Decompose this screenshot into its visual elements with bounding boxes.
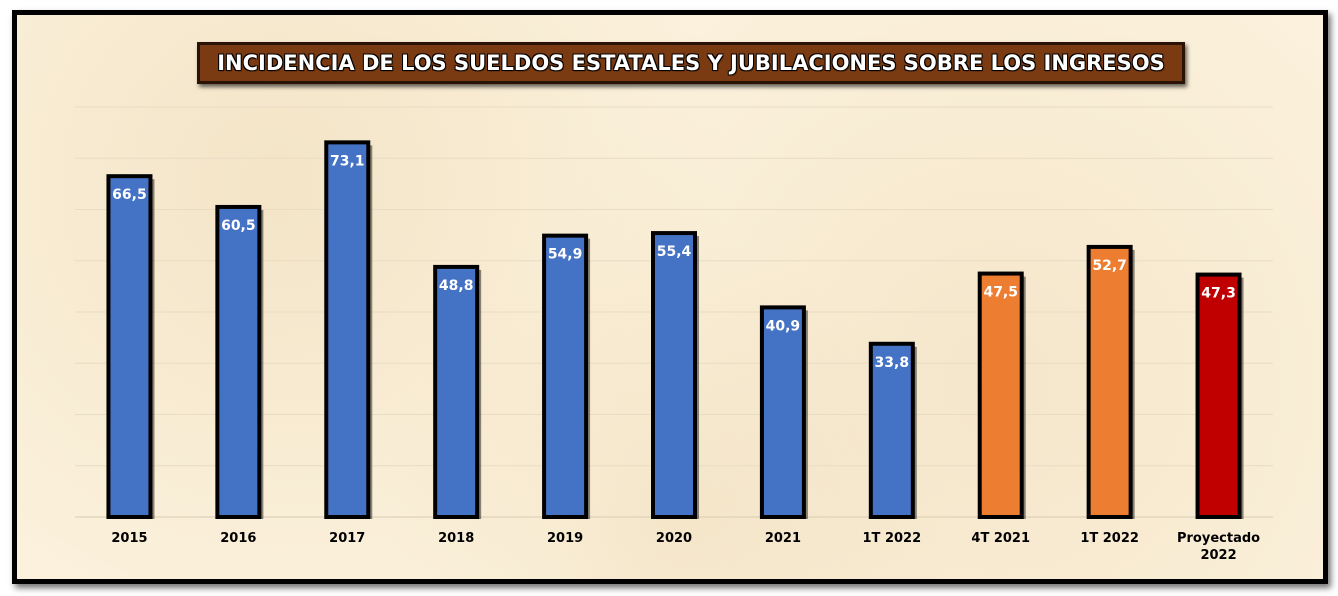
data-label: 40,9 [766,318,801,334]
category-tick-label: Proyectado [1177,531,1260,546]
bar [868,341,915,519]
category-tick-label: 2016 [220,531,256,546]
category-tick-label: 2017 [329,531,365,546]
data-label: 54,9 [548,247,583,263]
category-tick-label: 2021 [765,531,801,546]
chart-title: INCIDENCIA DE LOS SUELDOS ESTATALES Y JU… [197,42,1185,84]
bar [324,140,371,520]
data-label: 66,5 [112,187,147,203]
bar [651,231,697,519]
bar [433,264,480,519]
data-label: 73,1 [330,153,365,169]
category-tick-label: 1T 2022 [863,531,922,546]
bar [759,305,806,520]
data-label: 48,8 [439,278,474,294]
bar [1195,272,1242,519]
bars [106,140,1244,520]
bar [215,204,262,519]
data-label: 52,7 [1092,258,1127,274]
category-labels: 2015 2016 2017 2018 2019 2020 2021 1T 2022 4T 20… [111,531,1260,563]
category-tick-label: 4T 2021 [971,531,1030,546]
category-tick-label: 2022 [1200,548,1236,563]
data-label: 47,3 [1201,286,1236,302]
value-labels: 66,5 60,5 73,1 48,8 54,9 55,4 40,9 33,8 47,5 52,7… [112,153,1236,370]
data-label: 60,5 [221,218,256,234]
bar [977,271,1024,519]
bar [542,233,589,519]
bar [106,174,153,519]
category-tick-label: 2019 [547,531,583,546]
bar [1086,244,1133,519]
category-tick-label: 2015 [111,531,147,546]
category-tick-label: 2020 [656,531,692,546]
data-label: 33,8 [875,355,910,371]
data-label: 55,4 [657,244,692,260]
data-label: 47,5 [983,285,1018,301]
category-tick-label: 1T 2022 [1080,531,1139,546]
category-tick-label: 2018 [438,531,474,546]
